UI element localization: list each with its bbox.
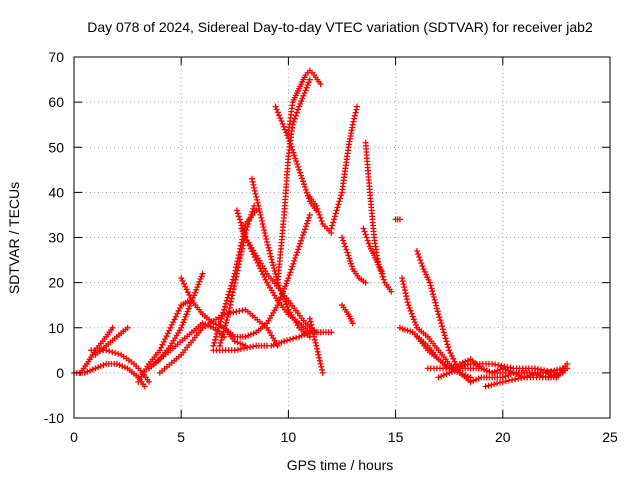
data-points (71, 67, 571, 390)
series-markers (221, 211, 313, 340)
series-markers (210, 342, 270, 354)
series-t27 (339, 302, 356, 327)
series-t8 (146, 320, 228, 372)
series-t19 (285, 67, 324, 137)
y-tick-label: 10 (48, 320, 64, 336)
series-t16 (210, 342, 270, 354)
x-tick-label: 15 (388, 429, 404, 445)
series-t25 (362, 139, 395, 295)
y-tick-label: 70 (48, 49, 64, 65)
y-tick-label: 0 (56, 365, 64, 381)
series-t22 (306, 315, 326, 376)
series-markers (272, 103, 320, 214)
series-t37 (482, 369, 566, 390)
series-markers (306, 315, 326, 376)
series-markers (135, 297, 193, 385)
series-markers (362, 139, 395, 295)
series-markers (339, 302, 356, 327)
series-markers (482, 369, 566, 390)
y-tick-label: -10 (44, 410, 64, 426)
series-t18 (272, 103, 320, 214)
series-markers (392, 216, 403, 223)
series-t4 (88, 347, 152, 385)
series-markers (339, 234, 369, 286)
x-tick-label: 20 (495, 429, 511, 445)
chart-title: Day 078 of 2024, Sidereal Day-to-day VTE… (87, 19, 593, 35)
x-tick-label: 0 (70, 429, 78, 445)
axis-ticks: 0 5 10 15 20 25 -10 0 10 20 30 40 50 60 70 (44, 49, 618, 445)
series-t36 (424, 360, 560, 376)
y-tick-label: 60 (48, 94, 64, 110)
y-tick-label: 20 (48, 275, 64, 291)
y-tick-label: 30 (48, 230, 64, 246)
series-markers (146, 320, 228, 372)
y-axis-label: SDTVAR / TECUs (6, 182, 22, 294)
x-tick-label: 25 (602, 429, 618, 445)
series-t20 (306, 193, 335, 236)
series-markers (424, 360, 560, 376)
series-t5 (135, 297, 193, 385)
series-t15 (221, 211, 313, 340)
series-markers (306, 193, 335, 236)
x-tick-label: 5 (177, 429, 185, 445)
series-t23 (328, 103, 360, 232)
series-t24 (339, 234, 369, 286)
series-markers (88, 347, 152, 385)
y-tick-label: 50 (48, 139, 64, 155)
series-markers (285, 67, 324, 137)
y-tick-label: 40 (48, 184, 64, 200)
series-markers (360, 225, 386, 277)
series-t26 (360, 225, 386, 277)
series-t28 (392, 216, 403, 223)
x-tick-label: 10 (281, 429, 297, 445)
series-markers (328, 103, 360, 232)
x-axis-label: GPS time / hours (287, 457, 394, 473)
